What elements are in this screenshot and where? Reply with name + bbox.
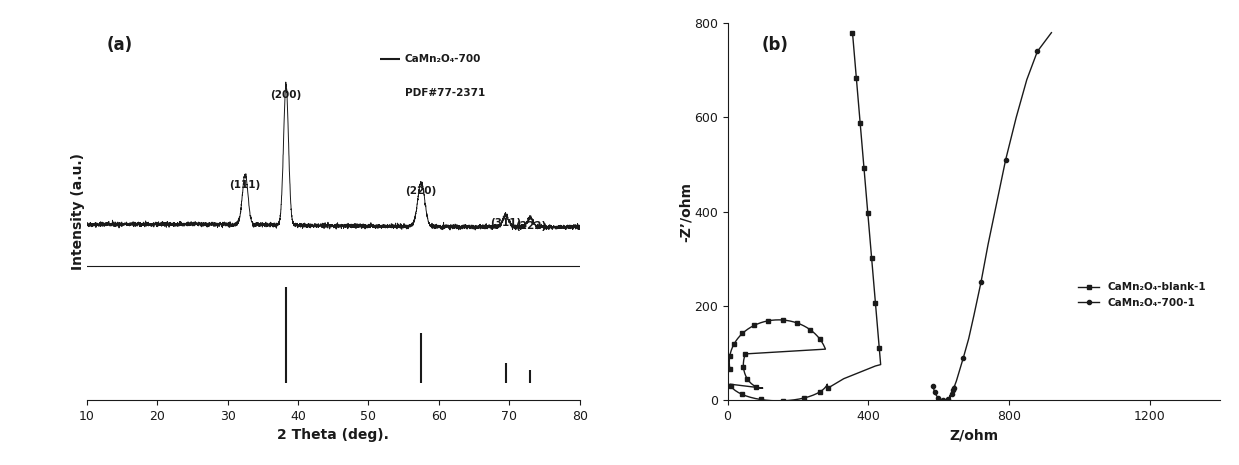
CaMn₂O₄-700-1	[939, 397, 954, 402]
CaMn₂O₄-blank-1	[722, 366, 737, 372]
CaMn₂O₄-blank-1	[866, 283, 881, 289]
CaMn₂O₄-700-1	[953, 366, 968, 372]
CaMn₂O₄-700-1	[930, 395, 945, 400]
Text: (a): (a)	[107, 36, 133, 53]
CaMn₂O₄-700-1	[949, 379, 964, 384]
CaMn₂O₄-blank-1	[772, 317, 787, 323]
CaMn₂O₄-700-1	[935, 397, 950, 403]
CaMn₂O₄-700-1	[934, 397, 949, 402]
CaMn₂O₄-700-1	[947, 387, 961, 393]
CaMn₂O₄-700-1	[943, 395, 958, 400]
Text: (222): (222)	[514, 221, 546, 231]
Line: CaMn₂O₄-blank-1: CaMn₂O₄-blank-1	[727, 31, 882, 403]
CaMn₂O₄-700-1	[947, 385, 961, 391]
Text: (220): (220)	[405, 186, 437, 196]
CaMn₂O₄-700-1	[1030, 49, 1044, 54]
CaMn₂O₄-700-1	[927, 387, 942, 393]
CaMn₂O₄-700-1	[990, 199, 1005, 205]
CaMn₂O₄-700-1	[999, 157, 1014, 163]
CaMn₂O₄-700-1	[938, 397, 953, 403]
X-axis label: Z/ohm: Z/ohm	[949, 428, 999, 442]
CaMn₂O₄-700-1	[944, 393, 959, 399]
CaMn₂O₄-700-1	[942, 395, 957, 400]
Y-axis label: -Z’/ohm: -Z’/ohm	[679, 181, 693, 242]
CaMn₂O₄-700-1	[940, 396, 955, 401]
CaMn₂O₄-blank-1	[769, 398, 784, 404]
CaMn₂O₄-blank-1	[799, 325, 814, 331]
Text: (200): (200)	[270, 90, 301, 100]
Y-axis label: Intensity (a.u.): Intensity (a.u.)	[72, 153, 85, 270]
CaMn₂O₄-700-1	[1044, 30, 1059, 35]
CaMn₂O₄-700-1	[929, 393, 944, 399]
CaMn₂O₄-700-1	[945, 392, 960, 397]
CaMn₂O₄-700-1	[927, 390, 942, 395]
CaMn₂O₄-700-1	[980, 242, 995, 247]
CaMn₂O₄-700-1	[945, 390, 960, 395]
CaMn₂O₄-blank-1	[866, 272, 881, 277]
Text: (b): (b)	[762, 36, 789, 53]
Text: CaMn₂O₄-700: CaMn₂O₄-700	[405, 54, 481, 64]
CaMn₂O₄-700-1	[928, 392, 943, 397]
CaMn₂O₄-700-1	[926, 383, 940, 389]
CaMn₂O₄-700-1	[945, 388, 960, 393]
Line: CaMn₂O₄-700-1: CaMn₂O₄-700-1	[932, 31, 1053, 402]
CaMn₂O₄-700-1	[961, 336, 976, 341]
Text: (311): (311)	[491, 218, 522, 228]
CaMn₂O₄-blank-1	[845, 30, 860, 35]
Legend: CaMn₂O₄-blank-1, CaMn₂O₄-700-1: CaMn₂O₄-blank-1, CaMn₂O₄-700-1	[1074, 278, 1211, 312]
CaMn₂O₄-700-1	[933, 396, 948, 401]
CaMn₂O₄-700-1	[1009, 114, 1023, 120]
Text: (111): (111)	[229, 180, 260, 190]
CaMn₂O₄-700-1	[1020, 77, 1035, 83]
CaMn₂O₄-blank-1	[819, 384, 834, 389]
CaMn₂O₄-blank-1	[862, 232, 877, 238]
CaMn₂O₄-700-1	[957, 355, 971, 360]
CaMn₂O₄-700-1	[947, 383, 961, 389]
X-axis label: 2 Theta (deg).: 2 Theta (deg).	[278, 428, 389, 442]
CaMn₂O₄-700-1	[927, 385, 942, 391]
CaMn₂O₄-700-1	[974, 279, 989, 285]
CaMn₂O₄-700-1	[966, 312, 981, 318]
Text: PDF#77-2371: PDF#77-2371	[405, 88, 484, 98]
